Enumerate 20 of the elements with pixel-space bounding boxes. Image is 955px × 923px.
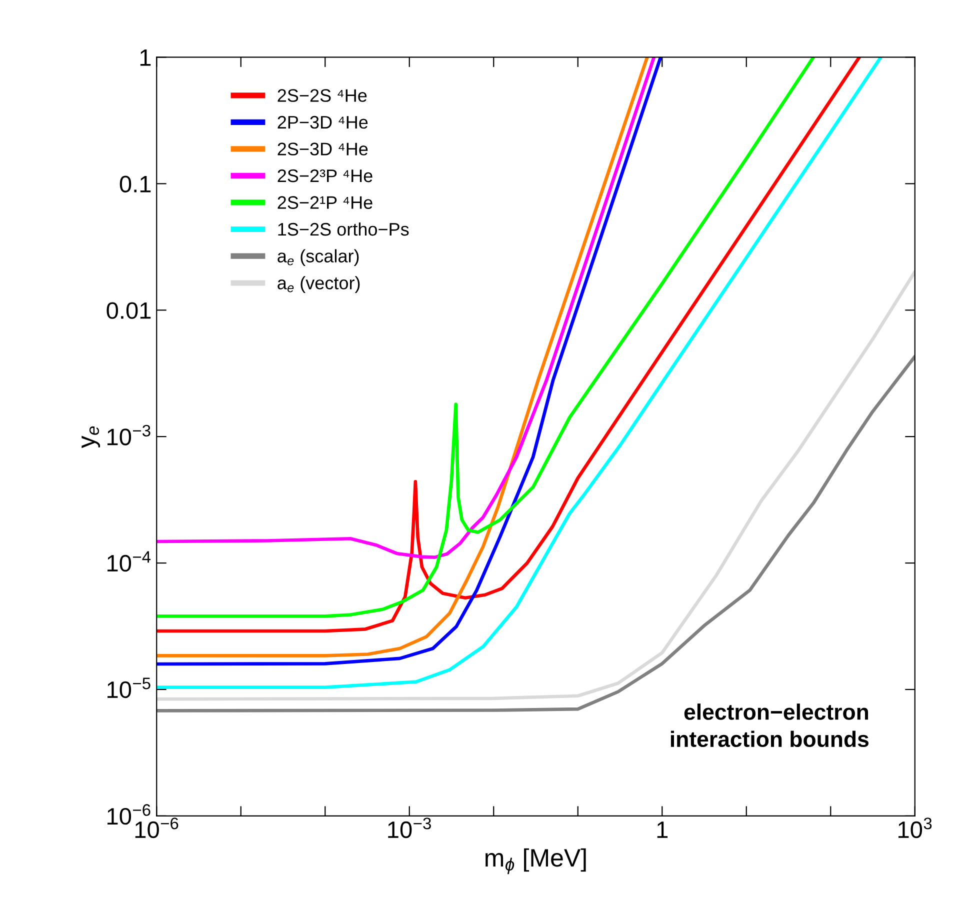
y-axis-title: y$_{e}$ bbox=[82, 426, 100, 448]
legend-label: 2P−3D ⁴He bbox=[278, 116, 368, 129]
legend-label: 2S−2¹P ⁴He bbox=[278, 196, 372, 209]
legend-label: 1S−2S ortho−Ps bbox=[278, 222, 409, 236]
y-tick-label: 10$^{−4}$ bbox=[108, 551, 151, 572]
y-tick-label: 10$^{−3}$ bbox=[108, 424, 150, 446]
legend-label: 2S−2S ⁴He bbox=[278, 89, 367, 102]
x-tick-label: 1 bbox=[657, 822, 668, 838]
legend-label: a$_{e}$ (scalar) bbox=[278, 249, 359, 266]
y-tick-label: 0.1 bbox=[120, 176, 151, 192]
y-tick-label: 1 bbox=[140, 50, 151, 66]
x-axis-title: m$_{ϕ}$ [MeV] bbox=[486, 848, 586, 874]
legend-label: 2S−2³P ⁴He bbox=[278, 169, 372, 182]
legend-label: 2S−3D ⁴He bbox=[278, 142, 368, 156]
legend-label: a$_{e}$ (vector) bbox=[278, 276, 360, 293]
x-tick-label: 10$^{3}$ bbox=[898, 818, 932, 838]
annotation: electron−electron interaction bounds bbox=[670, 704, 868, 748]
y-tick-label: 0.01 bbox=[106, 302, 151, 319]
x-tick-label: 10$^{−3}$ bbox=[388, 818, 431, 838]
y-tick-label: 10$^{−5}$ bbox=[108, 678, 150, 698]
